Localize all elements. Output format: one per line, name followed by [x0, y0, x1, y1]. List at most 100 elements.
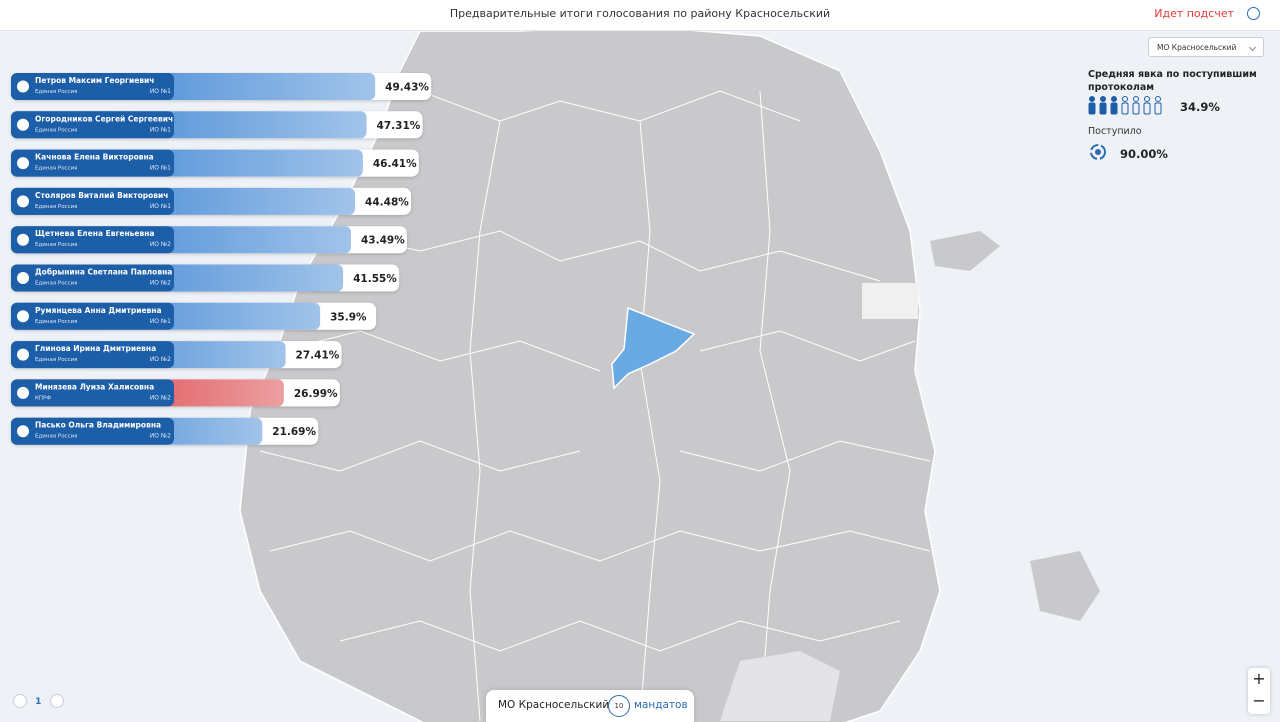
- candidate-party: Единая Россия: [35, 127, 78, 133]
- candidate-name: Глинова Ирина Дмитриевна: [35, 344, 156, 353]
- candidate-district: ИО №2: [150, 356, 171, 363]
- value-label: 41.55%: [353, 273, 397, 285]
- page-title: Предварительные итоги голосования по рай…: [449, 7, 831, 20]
- candidate-name: Петров Максим Георгиевич: [35, 76, 154, 85]
- candidate-district: ИО №1: [150, 318, 171, 325]
- mandates-count: 10: [608, 695, 630, 717]
- candidate-district: ИО №1: [150, 203, 171, 210]
- zoom-out[interactable]: −: [1252, 691, 1266, 710]
- person-icon-body: [1099, 102, 1107, 115]
- candidate-district: ИО №1: [150, 88, 171, 95]
- candidate-party: Единая Россия: [35, 319, 78, 325]
- turnout-value: 34.9%: [1180, 100, 1220, 114]
- pager: 1: [13, 694, 64, 708]
- candidate-district: ИО №1: [150, 165, 171, 172]
- value-label: 46.41%: [373, 158, 417, 170]
- candidate-box: [11, 379, 174, 407]
- person-icon-head: [1089, 96, 1095, 102]
- island: [930, 231, 1000, 271]
- top-bar: Предварительные итоги голосования по рай…: [0, 0, 1280, 31]
- candidate-box: [11, 226, 174, 254]
- next-page[interactable]: [49, 694, 64, 708]
- value-label: 43.49%: [361, 235, 405, 247]
- person-icon-body: [1088, 102, 1096, 115]
- received-title: Поступило: [1088, 126, 1142, 137]
- value-label: 21.69%: [272, 426, 316, 438]
- party-logo: [17, 118, 29, 131]
- person-icon-head: [1144, 96, 1150, 102]
- candidate-name: Минязева Луиза Халисовна: [35, 382, 154, 391]
- party-logo: [17, 310, 29, 323]
- party-logo: [17, 386, 29, 399]
- person-icon-head: [1133, 96, 1139, 102]
- candidate-party: Единая Россия: [35, 166, 78, 172]
- footer-panel: МО Красносельский 10 мандатов: [486, 690, 694, 722]
- person-icon-body: [1121, 102, 1129, 115]
- person-icon-body: [1143, 102, 1151, 115]
- value-label: 49.43%: [385, 82, 429, 94]
- zoom-in[interactable]: +: [1252, 669, 1266, 688]
- candidate-box: [11, 341, 174, 369]
- candidate-box: [11, 73, 174, 100]
- candidate-party: Единая Россия: [35, 242, 78, 248]
- party-logo: [17, 80, 29, 93]
- candidate-party: Единая Россия: [35, 89, 78, 95]
- white-region: [862, 283, 918, 319]
- value-label: 27.41%: [296, 350, 340, 362]
- city-outline: [239, 31, 941, 722]
- party-logo: [17, 195, 29, 208]
- candidate-district: ИО №2: [150, 433, 171, 440]
- candidate-list: Петров Максим Георгиевич Единая Россия ИО …: [11, 73, 432, 445]
- value-label: 47.31%: [377, 120, 421, 132]
- selected-district: [611, 306, 696, 390]
- status: Идет подсчет: [1154, 7, 1234, 20]
- person-icon-body: [1154, 102, 1162, 115]
- candidate-name: Пасько Ольга Владимировна: [35, 421, 161, 430]
- turnout-icons: [1088, 96, 1162, 115]
- candidate-party: КПРФ: [35, 395, 51, 401]
- party-logo: [17, 348, 29, 361]
- district-select[interactable]: МО Красносельский: [1148, 37, 1264, 57]
- person-icon-head: [1155, 96, 1161, 102]
- candidate-district: ИО №1: [150, 126, 171, 133]
- candidate-box: [11, 111, 174, 139]
- candidate-name: Добрынина Светлана Павловна: [35, 268, 172, 277]
- value-label: 26.99%: [294, 388, 338, 400]
- map: [239, 31, 1100, 722]
- candidate-name: Огородников Сергей Сергеевич: [35, 114, 173, 123]
- candidate-district: ИО №2: [150, 280, 171, 287]
- page-number: 1: [35, 696, 42, 707]
- candidate-box: [11, 302, 174, 330]
- candidate-name: Столяров Виталий Викторович: [35, 191, 168, 200]
- person-icon-head: [1122, 96, 1128, 102]
- candidate-party: Единая Россия: [35, 357, 78, 363]
- candidate-district: ИО №2: [150, 394, 171, 401]
- value-label: 44.48%: [365, 196, 409, 208]
- value-label: 35.9%: [330, 311, 367, 323]
- island: [1030, 551, 1100, 621]
- zoom-control: + −: [1248, 668, 1270, 714]
- candidate-box: [11, 187, 174, 215]
- candidate-name: Щетнева Елена Евгеньевна: [35, 229, 155, 238]
- candidate-party: Единая Россия: [35, 434, 78, 440]
- mandates-label: мандатов: [634, 699, 688, 711]
- received-icon: [1090, 144, 1106, 160]
- candidate-box: [11, 149, 174, 177]
- person-icon-head: [1100, 96, 1106, 102]
- party-logo: [17, 157, 29, 170]
- candidate-box: [11, 417, 174, 445]
- party-logo: [17, 272, 29, 284]
- candidate-box: [11, 264, 174, 292]
- received-value: 90.00%: [1120, 147, 1168, 161]
- person-icon-body: [1110, 102, 1118, 115]
- prev-page[interactable]: [13, 694, 27, 708]
- gray-region: [720, 651, 840, 721]
- candidate-district: ИО №2: [150, 241, 171, 248]
- play-button[interactable]: [1247, 7, 1260, 20]
- person-icon-head: [1111, 96, 1117, 102]
- district-lines: [259, 90, 931, 722]
- party-logo: [17, 233, 29, 246]
- person-icon-body: [1132, 102, 1140, 115]
- footer-district: МО Красносельский: [498, 699, 610, 711]
